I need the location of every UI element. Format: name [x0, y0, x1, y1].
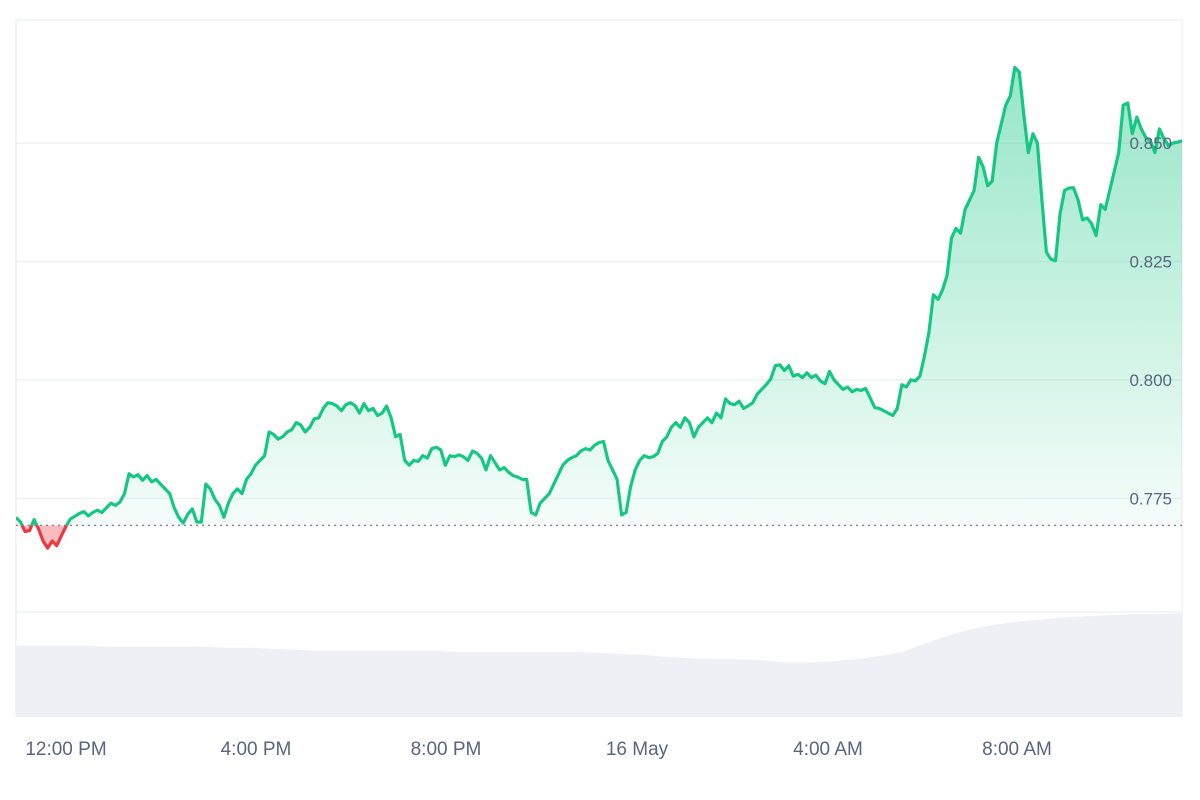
price-line [16, 65, 1182, 550]
x-tick-label: 8:00 AM [982, 739, 1052, 760]
x-tick-label: 4:00 PM [221, 739, 292, 760]
price-area [16, 67, 1182, 549]
y-tick-label: 0.825 [1129, 253, 1172, 272]
area-fill-up [16, 67, 1182, 526]
y-axis: 0.850 0.825 0.800 0.775 [1129, 134, 1172, 508]
series-line-up [16, 65, 1182, 526]
x-tick-label: 12:00 PM [25, 739, 106, 760]
volume-area [16, 613, 1182, 717]
y-tick-label: 0.800 [1129, 371, 1172, 390]
y-tick-label: 0.775 [1129, 489, 1172, 508]
volume-fill [16, 613, 1182, 717]
x-axis: 12:00 PM 4:00 PM 8:00 PM 16 May 4:00 AM … [25, 739, 1052, 760]
x-tick-label: 4:00 AM [793, 739, 863, 760]
x-tick-label: 8:00 PM [411, 739, 482, 760]
y-tick-label: 0.850 [1129, 134, 1172, 153]
x-tick-label: 16 May [606, 739, 669, 760]
